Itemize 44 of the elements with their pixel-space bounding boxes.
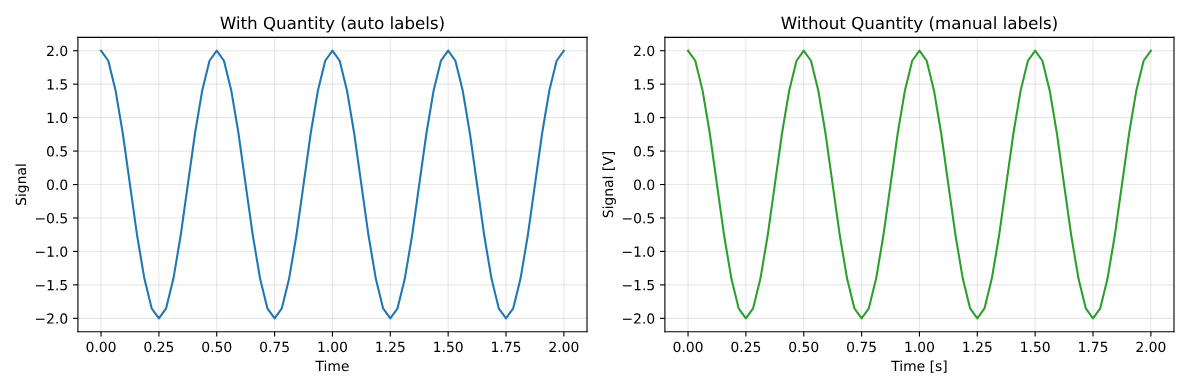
y-tick-label: −2.0: [622, 313, 655, 324]
x-tick-label: 1.00: [318, 341, 347, 353]
y-tick-label: −1.0: [35, 246, 68, 257]
x-tick-label: 1.75: [492, 341, 521, 353]
y-tick-label: 0.0: [47, 179, 68, 190]
x-axis-title: Time [s]: [891, 360, 947, 373]
y-tick-label: 1.5: [634, 79, 654, 90]
y-tick-label: 2.0: [47, 45, 68, 57]
x-tick-label: 1.50: [434, 341, 463, 353]
x-tick-label: 1.25: [376, 341, 405, 353]
chart-title: With Quantity (auto labels): [220, 16, 444, 33]
line-series: [100, 49, 565, 320]
x-tick-label: 1.75: [1079, 341, 1108, 353]
x-tick-label: 0.00: [86, 341, 116, 353]
y-axis-title: Signal [V]: [602, 152, 616, 218]
x-tick-label: 0.50: [789, 341, 819, 353]
y-tick-label: −1.5: [35, 280, 67, 291]
y-tick-label: 0.0: [634, 179, 655, 190]
y-tick-label: 0.5: [47, 146, 67, 157]
y-tick-label: 2.0: [634, 45, 655, 57]
y-axis-title: Signal: [15, 164, 29, 205]
chart-title: Without Quantity (manual labels): [781, 16, 1057, 33]
x-tick-label: 0.75: [260, 341, 289, 353]
y-tick-label: 0.5: [634, 146, 654, 157]
x-tick-label: 0.00: [673, 341, 703, 353]
y-tick-label: −0.5: [35, 212, 67, 224]
x-tick-label: 0.25: [144, 341, 174, 353]
y-tick-label: 1.0: [634, 112, 655, 124]
x-tick-label: 0.50: [202, 341, 232, 353]
x-tick-label: 1.50: [1021, 341, 1050, 353]
x-tick-label: 2.00: [1136, 341, 1166, 353]
line-series: [687, 49, 1152, 320]
x-axis-title: Time: [315, 360, 349, 372]
x-tick-label: 1.25: [963, 341, 992, 353]
y-tick-label: −0.5: [622, 212, 654, 224]
x-tick-label: 0.75: [847, 341, 876, 353]
y-tick-label: −2.0: [35, 313, 68, 324]
y-tick-label: −1.5: [622, 280, 654, 291]
y-tick-label: 1.5: [47, 79, 67, 90]
x-tick-label: 2.00: [549, 341, 579, 353]
y-tick-label: −1.0: [622, 246, 655, 257]
x-tick-label: 1.00: [905, 341, 934, 353]
x-tick-label: 0.25: [731, 341, 761, 353]
y-tick-label: 1.0: [47, 112, 68, 124]
